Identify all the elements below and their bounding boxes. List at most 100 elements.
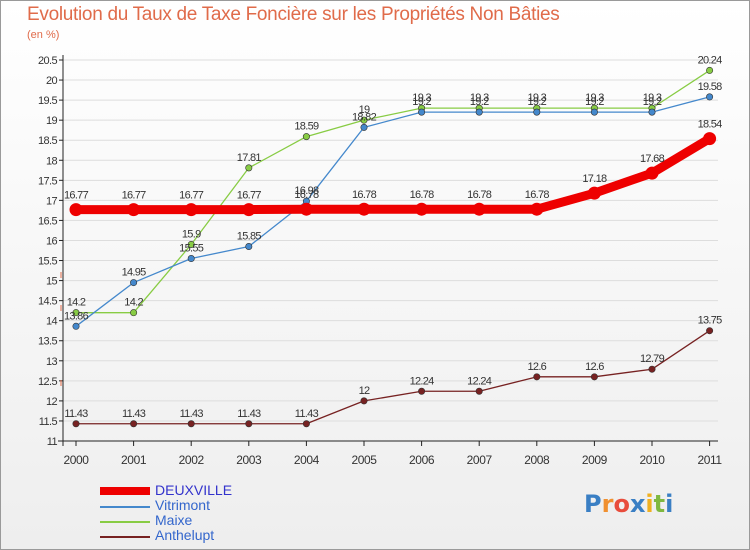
y-tick-label: 15.5 — [38, 256, 57, 268]
data-label: 16.78 — [525, 189, 550, 201]
logo-letter: i — [645, 490, 654, 518]
logo-letter: i — [665, 490, 674, 518]
data-label: 16.77 — [237, 190, 262, 202]
data-point — [245, 420, 253, 428]
legend-label-maixe: Maixe — [155, 512, 193, 528]
data-label: 16.78 — [467, 189, 492, 201]
data-label: 12.6 — [527, 361, 546, 373]
y-tick-label: 19 — [46, 115, 58, 127]
data-point — [69, 203, 83, 217]
data-point — [360, 397, 368, 405]
x-tick-label: 2006 — [409, 453, 435, 467]
data-label: 12 — [359, 385, 370, 397]
data-point — [475, 108, 483, 116]
y-tick-label: 12 — [46, 396, 58, 408]
data-point — [184, 203, 198, 217]
data-label: 12.24 — [467, 375, 492, 387]
y-tick-label: 17.5 — [38, 175, 57, 187]
data-point — [299, 202, 313, 216]
y-tick-label: 17 — [46, 195, 58, 207]
y-tick-label: 12.5 — [38, 376, 57, 388]
data-point — [302, 133, 310, 141]
x-tick-label: 2005 — [351, 453, 377, 467]
y-tick-label: 11 — [47, 436, 58, 448]
x-tick-label: 2000 — [63, 453, 89, 467]
data-label: 11.43 — [122, 408, 146, 420]
data-point — [703, 132, 717, 146]
data-label: 18.59 — [294, 121, 319, 133]
unit-label: (en %) — [27, 29, 60, 41]
x-tick-label: 2011 — [697, 453, 722, 467]
data-label: 19.3 — [585, 92, 604, 104]
data-label: 16.77 — [179, 190, 204, 202]
data-point — [418, 108, 426, 116]
data-label: 13.86 — [64, 310, 89, 322]
x-tick-label: 2003 — [236, 453, 262, 467]
data-label: 16.98 — [294, 185, 319, 197]
proxiti-logo: Proxiti — [584, 490, 673, 518]
data-point — [245, 164, 253, 172]
data-label: 11.43 — [237, 408, 261, 420]
data-point — [72, 420, 80, 428]
x-tick-label: 2008 — [524, 453, 550, 467]
x-tick-label: 2010 — [639, 453, 665, 467]
data-label: 14.2 — [67, 297, 86, 309]
data-label: 19.2 — [470, 96, 489, 108]
data-point — [187, 240, 195, 248]
data-point — [590, 108, 598, 116]
data-point — [130, 279, 138, 287]
x-tick-label: 2009 — [582, 453, 608, 467]
data-point — [245, 242, 253, 250]
data-label: 15.55 — [179, 243, 204, 255]
data-point — [706, 66, 714, 74]
data-label: 19.2 — [527, 96, 546, 108]
y-tick-label: 18 — [46, 155, 58, 167]
data-label: 12.79 — [640, 353, 665, 365]
data-point — [302, 420, 310, 428]
data-point — [530, 202, 544, 216]
data-label: 17.68 — [640, 153, 665, 165]
data-label: 16.77 — [64, 190, 89, 202]
logo-letter: o — [613, 490, 630, 518]
data-point — [187, 420, 195, 428]
series-line-vitrimont — [75, 96, 711, 327]
data-point — [418, 387, 426, 395]
data-point — [130, 420, 138, 428]
data-point — [72, 322, 80, 330]
data-point — [357, 202, 371, 216]
data-point — [587, 186, 601, 200]
data-point — [648, 365, 656, 373]
data-point — [360, 123, 368, 131]
logo-letter: P — [584, 490, 602, 518]
y-tick-label: 18.5 — [38, 135, 57, 147]
data-label: 19.58 — [698, 81, 723, 93]
series-line-anthelupt — [75, 330, 711, 425]
data-point — [590, 373, 598, 381]
data-label: 12.6 — [585, 361, 604, 373]
data-point — [706, 93, 714, 101]
data-point — [472, 202, 486, 216]
data-label: 19 — [359, 104, 370, 116]
data-label: 19.2 — [585, 96, 604, 108]
data-point — [130, 309, 138, 317]
data-label: 19.3 — [643, 92, 662, 104]
y-tick-label: 14.5 — [38, 296, 57, 308]
data-label: 15.85 — [237, 230, 262, 242]
data-point — [533, 108, 541, 116]
data-label: 20.24 — [698, 54, 723, 66]
data-label: 15.9 — [182, 228, 201, 240]
y-tick-label: 14 — [46, 316, 58, 328]
data-label: 19.2 — [412, 96, 431, 108]
data-point — [533, 373, 541, 381]
data-label: 12.24 — [410, 375, 435, 387]
data-point — [475, 387, 483, 395]
data-label: 18.54 — [698, 119, 723, 131]
y-tick-label: 20.5 — [38, 55, 57, 67]
y-tick-label: 20 — [46, 75, 58, 87]
data-point — [415, 202, 429, 216]
data-label: 19.2 — [643, 96, 662, 108]
chart-title: Evolution du Taux de Taxe Foncière sur l… — [27, 4, 560, 25]
data-label: 11.43 — [295, 408, 319, 420]
legend-label-deuxville: DEUXVILLE — [155, 482, 233, 498]
